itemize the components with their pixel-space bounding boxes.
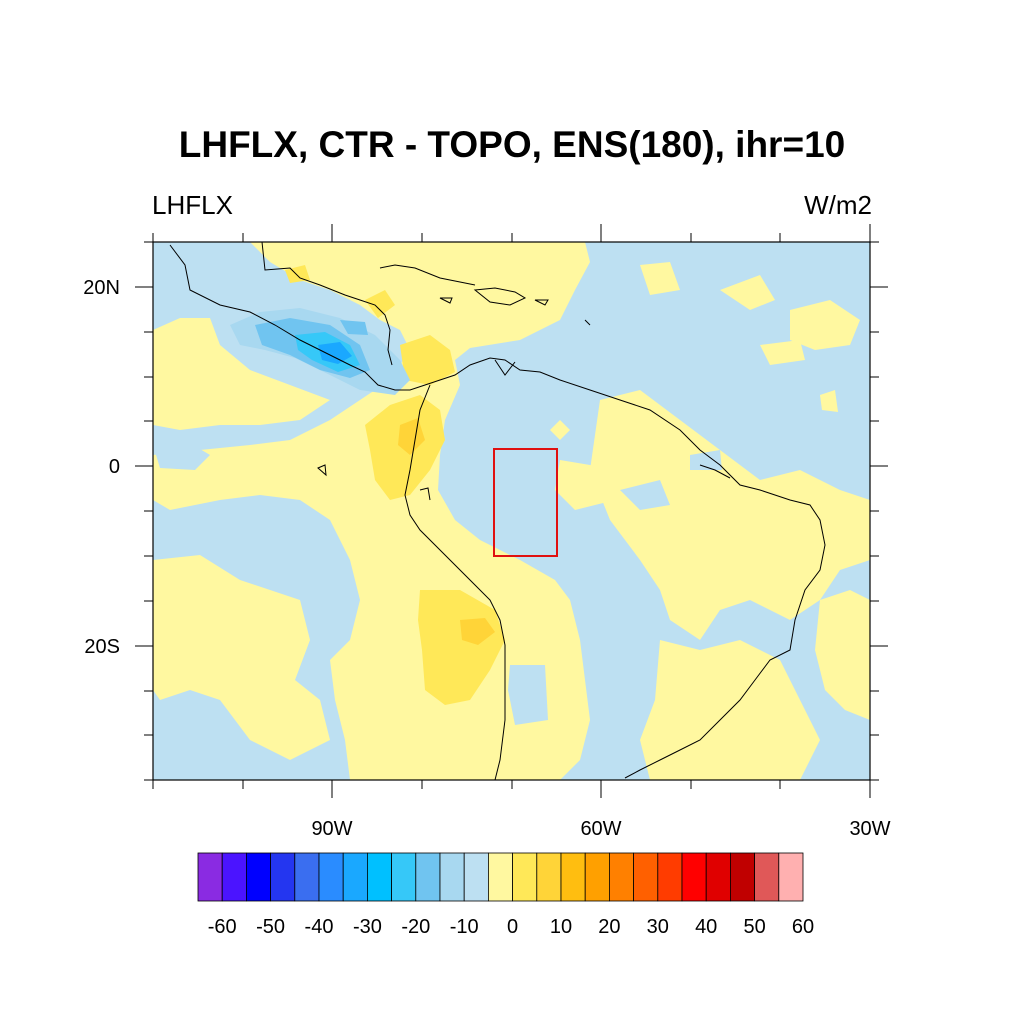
colorbar-swatch bbox=[657, 852, 683, 902]
south-america-west-coast bbox=[404, 384, 506, 780]
northeast-positive-region-3 bbox=[760, 340, 805, 365]
colorbar-label: 20 bbox=[598, 916, 620, 938]
colorbar-swatch bbox=[270, 852, 296, 902]
negative-anomaly-core bbox=[153, 308, 410, 470]
galapagos-coast bbox=[317, 464, 327, 477]
colorbar-swatch bbox=[730, 852, 756, 902]
lon-label-90w: 90W bbox=[311, 818, 352, 840]
colorbar-swatch bbox=[778, 852, 804, 902]
variable-label: LHFLX bbox=[152, 190, 233, 220]
colorbar-swatch bbox=[197, 852, 223, 902]
colorbar-swatch bbox=[391, 852, 417, 902]
colorbar-swatch bbox=[609, 852, 635, 902]
colorbar-swatch bbox=[221, 852, 247, 902]
ocean-positive-speck-1 bbox=[550, 420, 570, 440]
colorbar-swatch bbox=[415, 852, 441, 902]
colorbar-label: -40 bbox=[305, 916, 334, 938]
plot-title: LHFLX, CTR - TOPO, ENS(180), ihr=10 bbox=[178, 124, 846, 165]
colorbar-swatch bbox=[439, 852, 465, 902]
colorbar-label: 30 bbox=[647, 916, 669, 938]
colorbar-swatch bbox=[318, 852, 344, 902]
lat-label-20s: 20S bbox=[84, 636, 120, 658]
colorbar-swatch bbox=[536, 852, 562, 902]
hispaniola-coast bbox=[473, 287, 527, 306]
lon-label-60w: 60W bbox=[580, 818, 621, 840]
negative-core-west bbox=[153, 440, 210, 470]
amazon-negative-speck-1 bbox=[690, 450, 722, 470]
colorbar-label: -10 bbox=[450, 916, 479, 938]
colorbar-swatch bbox=[633, 852, 659, 902]
amazon-negative-speck-2 bbox=[620, 480, 670, 510]
amazon-mouth-coast bbox=[699, 464, 731, 479]
bolivia-max-core bbox=[460, 618, 495, 645]
colorbar-swatch bbox=[366, 852, 392, 902]
colorbar-label: 0 bbox=[507, 916, 518, 938]
southwest-positive-region bbox=[153, 555, 330, 760]
colorbar-label: 60 bbox=[792, 916, 814, 938]
colorbar-label: 40 bbox=[695, 916, 717, 938]
panama-positive-core bbox=[400, 335, 455, 385]
colorbar-swatch bbox=[487, 852, 513, 902]
colorbar-label: -50 bbox=[256, 916, 285, 938]
caribbean-positive-speck-1 bbox=[365, 290, 395, 318]
lon-label-30w: 30W bbox=[849, 818, 890, 840]
cuba-coast bbox=[379, 264, 476, 286]
strong-positive-regions bbox=[398, 418, 495, 645]
northeast-positive-region-5 bbox=[820, 390, 838, 412]
colorbar-swatch bbox=[245, 852, 271, 902]
jamaica-coast bbox=[439, 297, 453, 304]
puerto-rico-coast bbox=[534, 299, 549, 306]
northeast-positive-region-4 bbox=[640, 262, 680, 295]
colorbar-label: 50 bbox=[743, 916, 765, 938]
lat-label-eq: 0 bbox=[109, 456, 120, 478]
colorbar-swatch bbox=[560, 852, 586, 902]
amazon-positive-region bbox=[590, 390, 870, 640]
colorbar-swatch bbox=[294, 852, 320, 902]
colombia-max-core bbox=[398, 418, 425, 455]
northeast-positive-region-2 bbox=[790, 300, 860, 350]
colorbar-swatch bbox=[463, 852, 489, 902]
colorbar bbox=[197, 852, 804, 902]
yucatan-coast bbox=[261, 242, 393, 366]
colorbar-swatch bbox=[342, 852, 368, 902]
northern-coast bbox=[494, 359, 516, 376]
region-box bbox=[493, 448, 558, 557]
colorbar-swatch bbox=[584, 852, 610, 902]
northeast-positive-region-1 bbox=[720, 275, 775, 310]
negative-core-center bbox=[318, 342, 352, 364]
east-coast-positive-region bbox=[815, 590, 870, 720]
central-america-coast bbox=[169, 244, 826, 779]
colorbar-label: -20 bbox=[401, 916, 430, 938]
gulf-of-guayaquil-coast bbox=[419, 487, 431, 501]
units-label: W/m2 bbox=[804, 190, 872, 220]
western-pacific-positive-region bbox=[153, 318, 330, 430]
inland-negative-speck bbox=[508, 665, 548, 725]
axis-ticks bbox=[135, 224, 888, 798]
colorbar-label: -30 bbox=[353, 916, 382, 938]
coastlines bbox=[169, 242, 826, 780]
colorbar-swatch bbox=[705, 852, 731, 902]
colorbar-swatch bbox=[754, 852, 780, 902]
colorbar-label: 10 bbox=[550, 916, 572, 938]
colorbar-swatch bbox=[681, 852, 707, 902]
contour-field bbox=[153, 242, 870, 780]
lat-label-20n: 20N bbox=[83, 277, 120, 299]
negative-core-upper bbox=[340, 320, 368, 335]
colorbar-label: -60 bbox=[208, 916, 237, 938]
axis-tick-labels: 20N 0 20S 90W 60W 30W bbox=[83, 277, 890, 840]
colorbar-labels: -60 -50 -40 -30 -20 -10 0 10 20 30 40 50 60 bbox=[208, 916, 814, 938]
gulf-of-paria-coast bbox=[584, 319, 591, 326]
colorbar-swatch bbox=[512, 852, 538, 902]
ocean-positive-speck-2 bbox=[555, 460, 620, 510]
